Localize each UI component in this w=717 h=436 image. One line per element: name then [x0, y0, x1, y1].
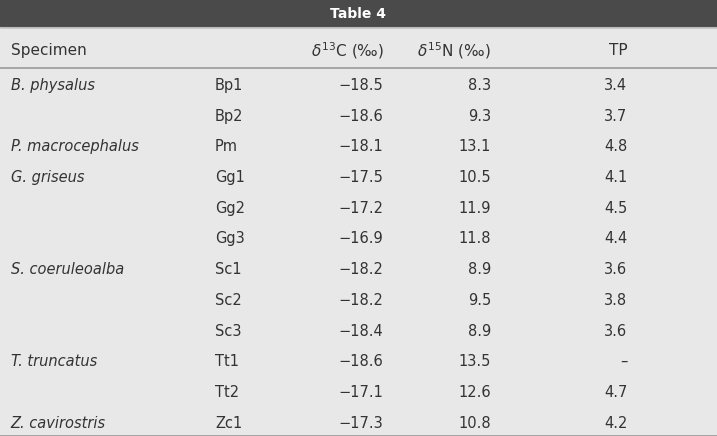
- Text: −18.6: −18.6: [339, 354, 384, 369]
- Text: 3.6: 3.6: [604, 324, 627, 338]
- Text: −18.2: −18.2: [338, 293, 384, 308]
- Text: 9.5: 9.5: [468, 293, 491, 308]
- Text: Sc2: Sc2: [215, 293, 242, 308]
- Text: Zc1: Zc1: [215, 416, 242, 431]
- Text: −18.6: −18.6: [339, 109, 384, 123]
- Text: $\delta^{15}$N (‰): $\delta^{15}$N (‰): [417, 40, 491, 61]
- Text: G. griseus: G. griseus: [11, 170, 85, 185]
- Text: P. macrocephalus: P. macrocephalus: [11, 139, 138, 154]
- Text: S. coeruleoalba: S. coeruleoalba: [11, 262, 124, 277]
- Text: 4.2: 4.2: [604, 416, 627, 431]
- Text: 4.4: 4.4: [604, 232, 627, 246]
- Text: Gg2: Gg2: [215, 201, 245, 216]
- Text: T. truncatus: T. truncatus: [11, 354, 97, 369]
- Text: 13.5: 13.5: [459, 354, 491, 369]
- Text: 4.7: 4.7: [604, 385, 627, 400]
- Text: −17.2: −17.2: [338, 201, 384, 216]
- Bar: [0, 0, 717, 27]
- Text: Tt1: Tt1: [215, 354, 239, 369]
- Text: 8.9: 8.9: [468, 324, 491, 338]
- Text: Bp1: Bp1: [215, 78, 244, 93]
- Text: 8.9: 8.9: [468, 262, 491, 277]
- Text: 13.1: 13.1: [459, 139, 491, 154]
- Text: Gg1: Gg1: [215, 170, 245, 185]
- Text: Tt2: Tt2: [215, 385, 239, 400]
- Text: 3.6: 3.6: [604, 262, 627, 277]
- Text: −17.5: −17.5: [338, 170, 384, 185]
- Text: Gg3: Gg3: [215, 232, 244, 246]
- Text: $\delta^{13}$C (‰): $\delta^{13}$C (‰): [310, 40, 384, 61]
- Text: 10.8: 10.8: [458, 416, 491, 431]
- Text: 11.8: 11.8: [459, 232, 491, 246]
- Text: 12.6: 12.6: [458, 385, 491, 400]
- Bar: [0, 27, 717, 68]
- Text: Sc3: Sc3: [215, 324, 242, 338]
- Text: 3.4: 3.4: [604, 78, 627, 93]
- Text: 8.3: 8.3: [468, 78, 491, 93]
- Text: 9.3: 9.3: [468, 109, 491, 123]
- Text: −18.5: −18.5: [339, 78, 384, 93]
- Bar: [0, 68, 717, 436]
- Text: 3.7: 3.7: [604, 109, 627, 123]
- Text: –: –: [620, 354, 627, 369]
- Text: TP: TP: [609, 43, 627, 58]
- Text: 11.9: 11.9: [459, 201, 491, 216]
- Text: Table 4: Table 4: [331, 7, 386, 20]
- Text: 4.1: 4.1: [604, 170, 627, 185]
- Text: 10.5: 10.5: [458, 170, 491, 185]
- Text: −18.1: −18.1: [339, 139, 384, 154]
- Text: −17.3: −17.3: [339, 416, 384, 431]
- Text: 3.8: 3.8: [604, 293, 627, 308]
- Text: 4.8: 4.8: [604, 139, 627, 154]
- Text: −17.1: −17.1: [338, 385, 384, 400]
- Text: Z. cavirostris: Z. cavirostris: [11, 416, 106, 431]
- Text: Bp2: Bp2: [215, 109, 244, 123]
- Text: Sc1: Sc1: [215, 262, 242, 277]
- Text: Pm: Pm: [215, 139, 238, 154]
- Text: Specimen: Specimen: [11, 43, 87, 58]
- Text: B. physalus: B. physalus: [11, 78, 95, 93]
- Text: −16.9: −16.9: [339, 232, 384, 246]
- Text: −18.2: −18.2: [338, 262, 384, 277]
- Text: −18.4: −18.4: [339, 324, 384, 338]
- Text: 4.5: 4.5: [604, 201, 627, 216]
